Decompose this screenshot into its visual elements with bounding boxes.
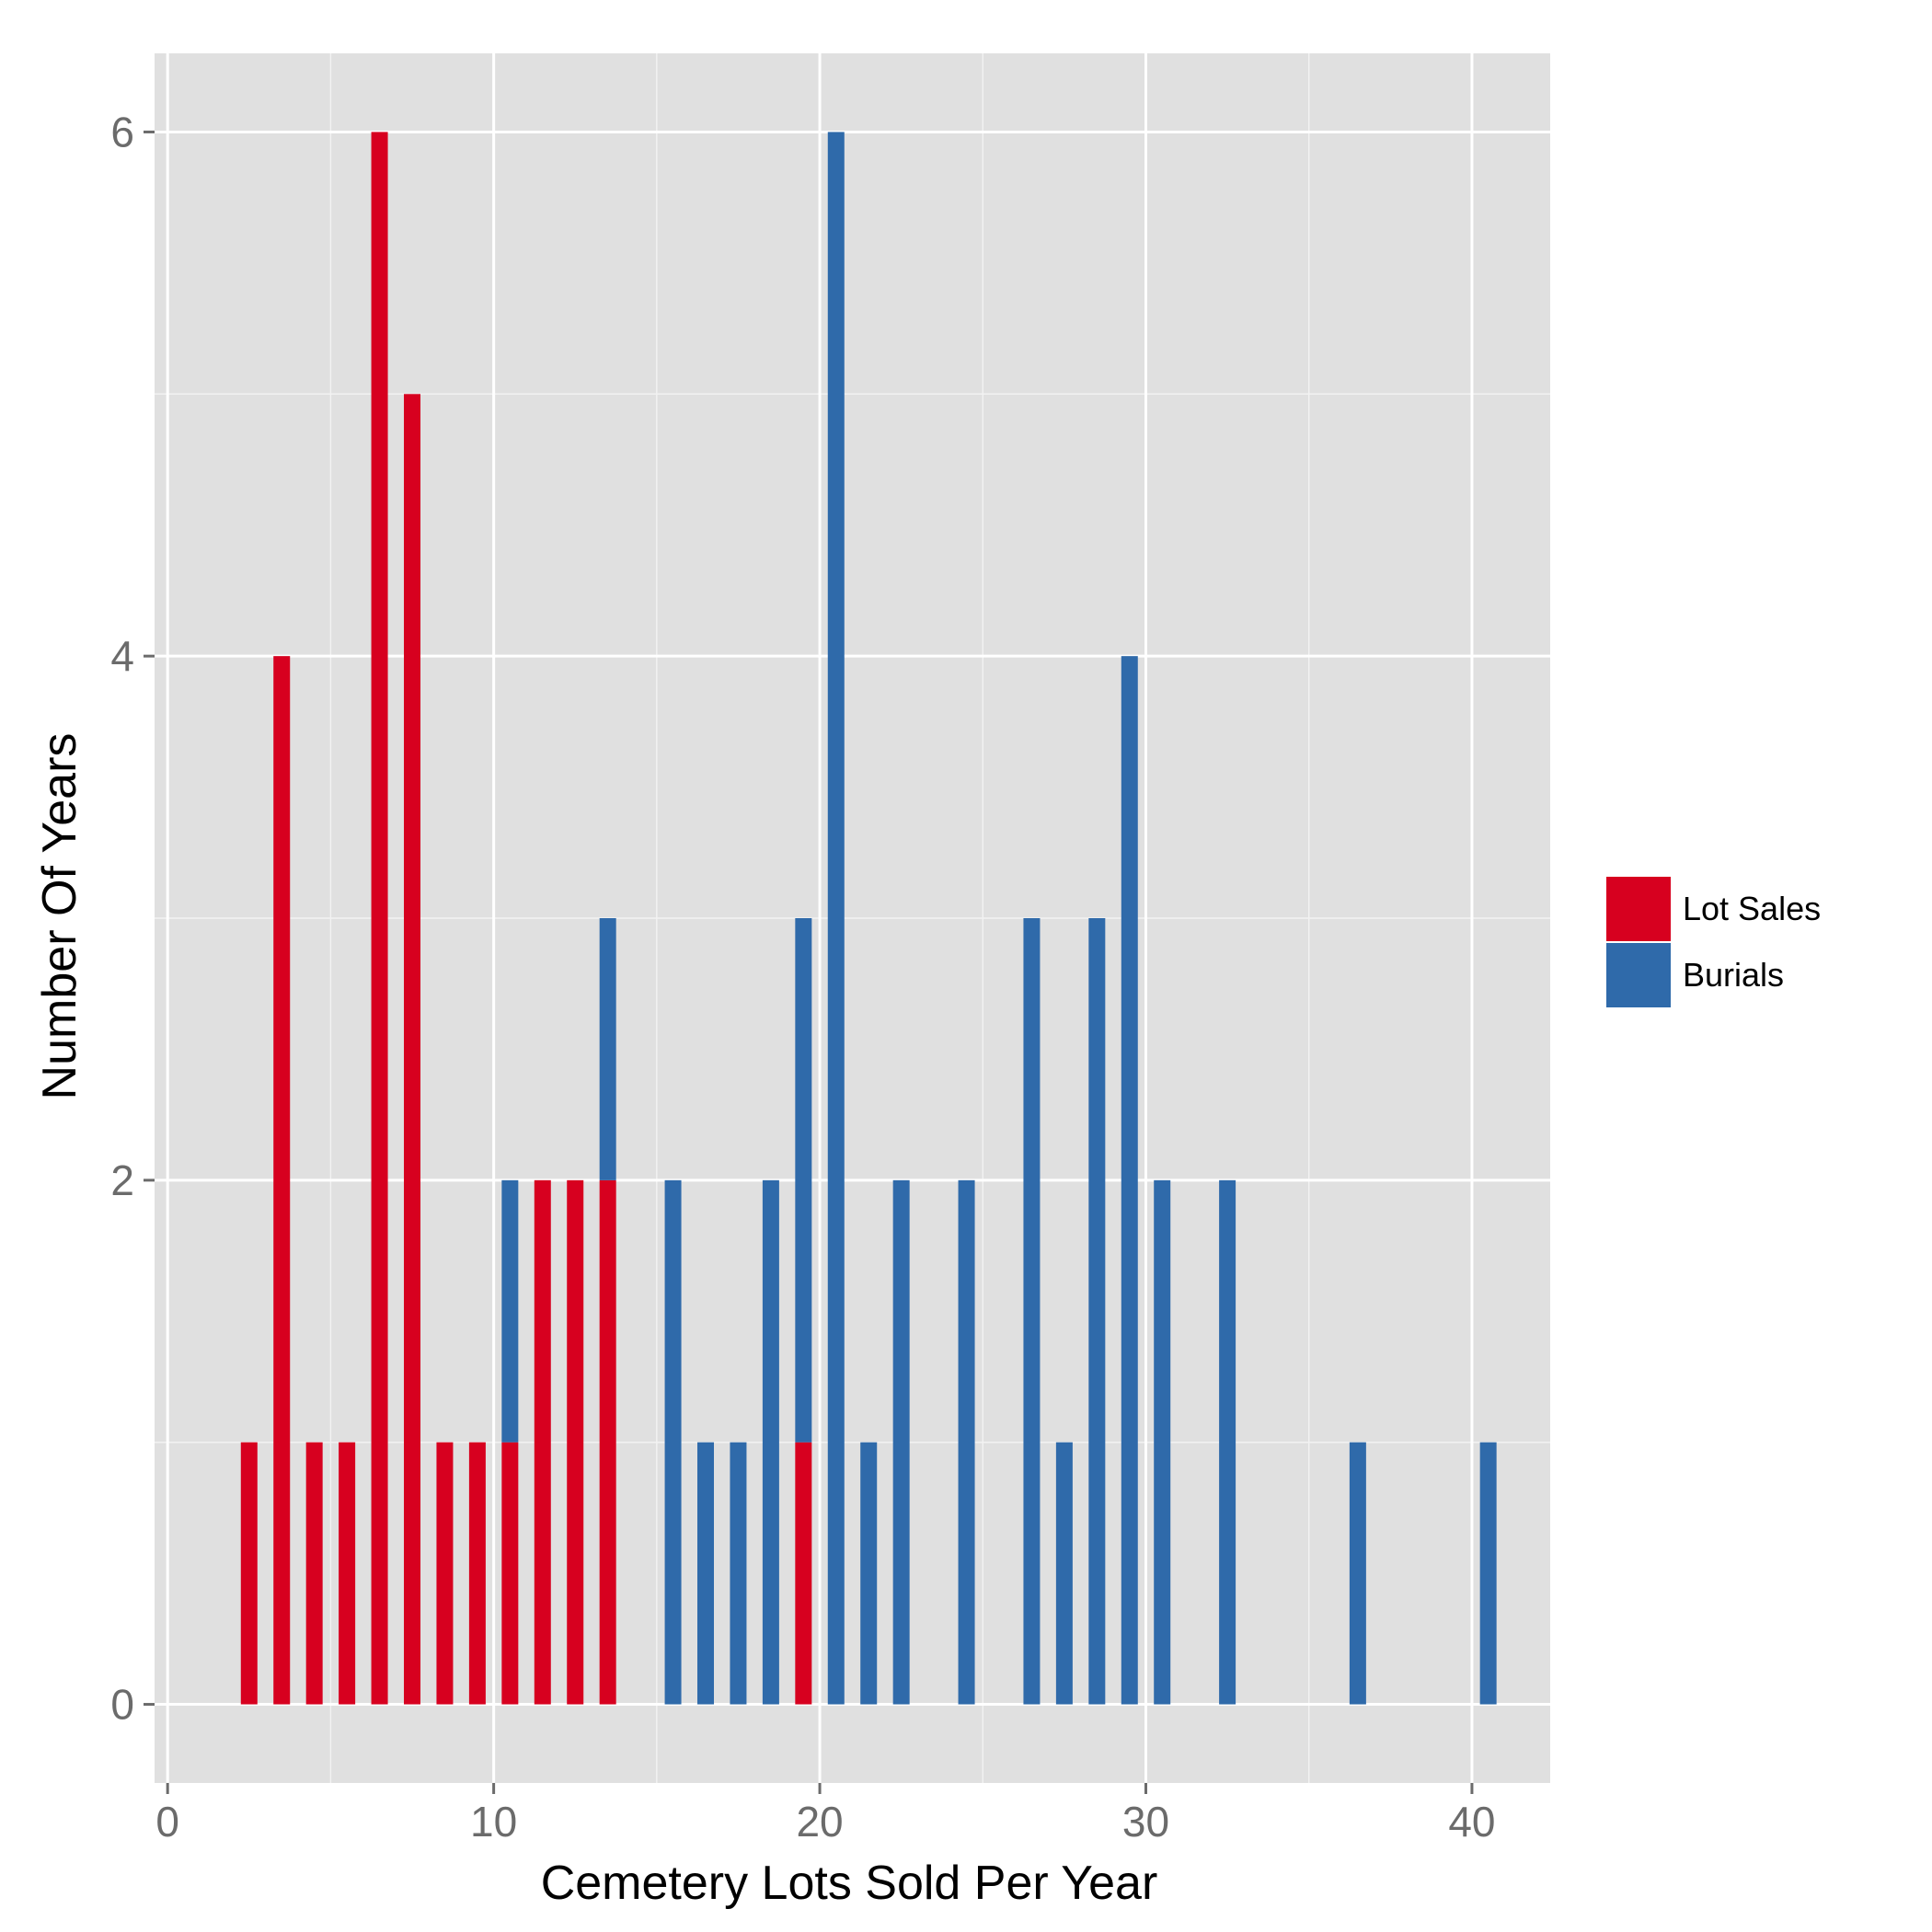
x-tick-label: 0: [155, 1798, 179, 1846]
bar-burials: [1088, 918, 1106, 1705]
bar-lot-sales: [371, 132, 388, 1705]
bar-burials: [1055, 1442, 1073, 1705]
legend: Lot Sales Burials: [1604, 875, 1821, 1009]
legend-label-lot-sales: Lot Sales: [1683, 890, 1821, 927]
axis-ticks: [144, 130, 1474, 1794]
bar-lot-sales: [534, 1179, 551, 1705]
bar-burials: [664, 1179, 682, 1705]
legend-label-burials: Burials: [1683, 956, 1784, 994]
bar-burials: [827, 132, 845, 1705]
bar-burials: [892, 1179, 910, 1705]
bar-lot-sales: [501, 1442, 519, 1705]
bar-burials: [1219, 1179, 1236, 1705]
y-tick-labels: 0 2 4 6: [110, 108, 134, 1728]
x-tick-labels: 0 10 20 30 40: [155, 1798, 1495, 1846]
legend-key-lot-sales: [1604, 875, 1673, 943]
bars: [240, 132, 1497, 1705]
y-tick-label: 6: [110, 108, 134, 155]
bar-burials: [1121, 656, 1138, 1705]
bar-burials: [1023, 918, 1041, 1705]
bar-burials: [730, 1442, 747, 1705]
bar-lot-sales: [468, 1442, 486, 1705]
bar-lot-sales: [567, 1179, 584, 1705]
bar-lot-sales: [404, 394, 421, 1705]
y-tick-label: 0: [110, 1681, 134, 1729]
x-tick-label: 20: [796, 1798, 843, 1846]
bar-burials: [501, 1179, 519, 1443]
y-axis-title: Number Of Years: [33, 733, 86, 1100]
y-tick-label: 4: [110, 632, 134, 680]
bar-lot-sales: [305, 1442, 323, 1705]
bar-burials: [958, 1179, 975, 1705]
x-axis-title: Cemetery Lots Sold Per Year: [541, 1857, 1158, 1910]
bar-burials: [599, 918, 616, 1180]
x-tick-label: 40: [1448, 1798, 1495, 1846]
bar-burials: [860, 1442, 878, 1705]
bar-burials: [1479, 1442, 1497, 1705]
x-tick-label: 30: [1122, 1798, 1169, 1846]
bar-lot-sales: [795, 1442, 812, 1705]
bar-burials: [762, 1179, 779, 1705]
bar-burials: [1349, 1442, 1366, 1705]
bar-burials: [697, 1442, 715, 1705]
x-tick-label: 10: [470, 1798, 517, 1846]
bar-burials: [795, 918, 812, 1443]
bar-burials: [1154, 1179, 1171, 1705]
plot-area: [155, 53, 1550, 1783]
bar-lot-sales: [599, 1179, 616, 1705]
bar-lot-sales: [273, 656, 291, 1705]
bar-lot-sales: [339, 1442, 356, 1705]
bar-lot-sales: [436, 1442, 454, 1705]
legend-key-burials: [1604, 941, 1673, 1009]
bar-lot-sales: [240, 1442, 258, 1705]
y-tick-label: 2: [110, 1156, 134, 1204]
